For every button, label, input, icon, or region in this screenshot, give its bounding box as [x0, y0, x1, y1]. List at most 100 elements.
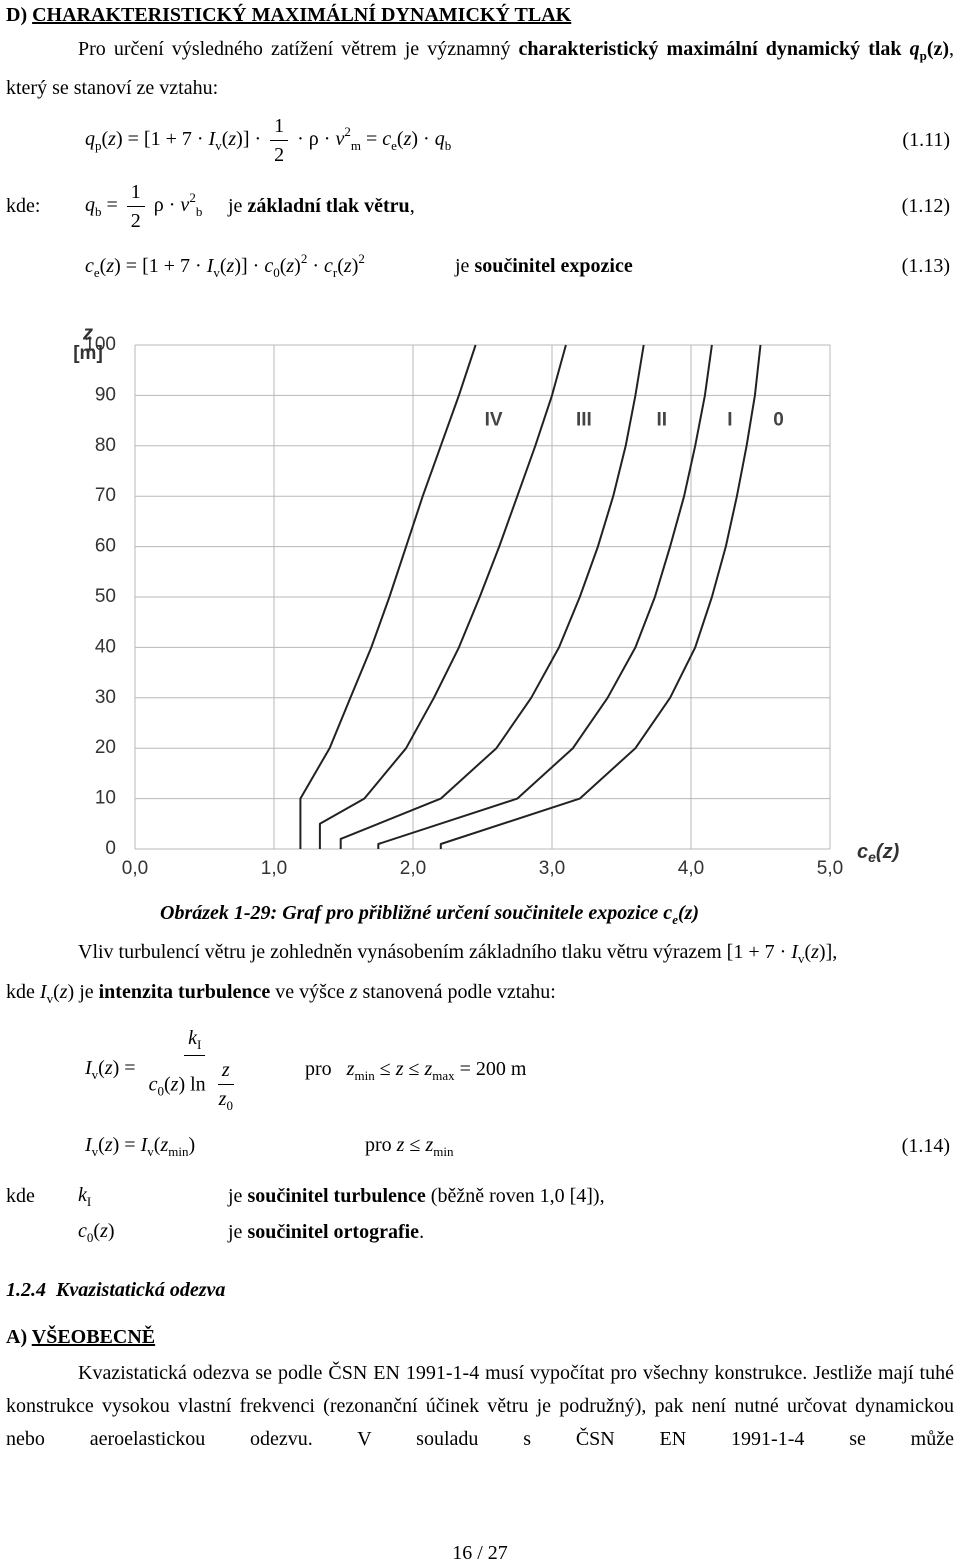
x-tick-label: 0,0 — [122, 858, 148, 879]
text-run: 2 — [300, 251, 308, 267]
numerator: z — [217, 1058, 234, 1085]
equation-number: (1.12) — [902, 168, 950, 244]
heading: 1.2.4 Kvazistatická odezva — [6, 1273, 225, 1307]
line: pro zmin ≤ z ≤ zmax = 200 m — [305, 1057, 527, 1084]
text-run: 2 — [130, 209, 141, 232]
text-run: I — [791, 940, 798, 963]
line: Obrázek 1-29: Graf pro přibližné určení … — [160, 901, 699, 928]
text-run: I — [85, 1133, 92, 1156]
text-run: 1.2.4 Kvazistatická odezva — [6, 1279, 226, 1301]
x-tick-label: 2,0 — [400, 858, 426, 879]
text-run: z — [811, 940, 819, 963]
text-run: v — [335, 127, 345, 150]
text-run: 1 — [130, 180, 141, 203]
text-run: ) = — [112, 1057, 141, 1080]
x-tick-label: 5,0 — [817, 858, 843, 879]
y-axis-label: z — [82, 322, 93, 344]
text-run: 0 — [157, 1083, 164, 1099]
text-run: 1 — [274, 114, 285, 137]
line: pro z ≤ zmin — [365, 1133, 453, 1160]
text-run: ve výšce — [270, 980, 350, 1003]
text-run: (z) — [926, 38, 950, 60]
text-run: q — [909, 38, 920, 60]
text-run: ( — [101, 127, 109, 150]
text-run: součinitel ortografie — [247, 1221, 420, 1243]
text-run: (z) — [677, 901, 700, 924]
text-run: k — [188, 1027, 198, 1050]
text-run: q — [85, 193, 95, 216]
curve — [299, 344, 477, 849]
text-run: k — [78, 1183, 87, 1206]
line: (1.11) — [902, 129, 950, 151]
text-run: min — [168, 1143, 189, 1159]
text-run: e — [93, 265, 100, 281]
text-run: 2 — [358, 251, 365, 267]
text-run: ) · — [411, 127, 435, 150]
text-run: I — [86, 1193, 92, 1209]
y-tick-label: 40 — [95, 636, 116, 657]
text-run: ( — [279, 255, 287, 278]
text-run: z — [349, 980, 358, 1003]
text-run: ( — [93, 1219, 101, 1242]
text-run: c — [148, 1073, 158, 1096]
text-run: z — [395, 1057, 404, 1080]
text-run: m — [350, 137, 361, 153]
text-run: ) = [1 + 7 · — [115, 127, 209, 150]
line: kde: — [6, 195, 41, 217]
text-run: je — [455, 255, 475, 277]
x-axis-label: ce(z) — [857, 841, 900, 864]
text-run: ( — [98, 1057, 105, 1080]
text-run: b — [95, 203, 102, 219]
line: kde Iv(z) je intenzita turbulence ve výš… — [6, 980, 556, 1007]
y-tick-label: 50 — [95, 586, 116, 607]
text-run: c — [324, 255, 333, 278]
text-run: ( — [337, 255, 344, 278]
text-run: q — [434, 127, 445, 150]
y-tick-label: 30 — [95, 687, 116, 708]
text-run: součinitel expozice — [474, 255, 633, 277]
equation-number: (1.13) — [902, 244, 950, 288]
text-run: 2 — [189, 189, 196, 205]
text-run: z — [170, 1073, 179, 1096]
numerator: 1 — [270, 114, 289, 141]
text-run: z — [104, 1057, 113, 1080]
text-run: charakteristický maximální dynamický tla… — [518, 38, 910, 60]
text-line: Iv(z) = Iv(zmin) — [85, 1128, 195, 1164]
text-run: (běžně roven 1,0 [4]), — [425, 1185, 605, 1207]
line: kde — [6, 1185, 35, 1207]
text-run: e — [672, 911, 678, 927]
text-run: , — [409, 195, 415, 217]
fraction: z z0 — [215, 1058, 237, 1114]
text-run: · ρ · — [292, 127, 336, 150]
text-run: ≤ — [404, 1133, 426, 1156]
text-run: základní tlak větru — [247, 195, 410, 217]
text-run: )] · — [236, 127, 267, 150]
x-axis-label-part: c — [857, 841, 868, 863]
line: Iv(z) = kI c0(z) ln z z0 — [85, 1026, 249, 1113]
text-line: c0(z) — [78, 1214, 115, 1250]
text-run: I — [85, 1057, 92, 1080]
text-line: Obrázek 1-29: Graf pro přibližné určení … — [160, 897, 699, 931]
description: pro zmin ≤ z ≤ zmax = 200 m — [305, 1018, 527, 1122]
denominator: z0 — [215, 1085, 237, 1114]
text-run: z — [286, 255, 295, 278]
text-line: 16 / 27 — [0, 1538, 960, 1568]
line: je součinitel ortografie. — [228, 1220, 424, 1244]
equation-number: (1.14) — [902, 1128, 950, 1164]
text-run: c — [382, 127, 392, 150]
curve-label: 0 — [773, 410, 784, 431]
text-run: 16 / 27 — [452, 1542, 508, 1564]
x-tick-label: 1,0 — [261, 858, 287, 879]
curve-label: II — [656, 410, 667, 431]
text-run: Kvazistatická odezva se podle ČSN EN 199… — [6, 1362, 954, 1450]
text-run: , který se stanoví ze vztahu: — [6, 38, 955, 99]
text-run: ( — [98, 1133, 105, 1156]
text-run: kde — [6, 980, 40, 1003]
text-run: Vliv turbulencí větru je zohledněn vynás… — [78, 940, 792, 963]
denominator: 2 — [270, 141, 288, 167]
text-run: Obrázek 1-29: Graf pro přibližné určení … — [160, 901, 673, 924]
text-line: kI — [78, 1178, 91, 1214]
